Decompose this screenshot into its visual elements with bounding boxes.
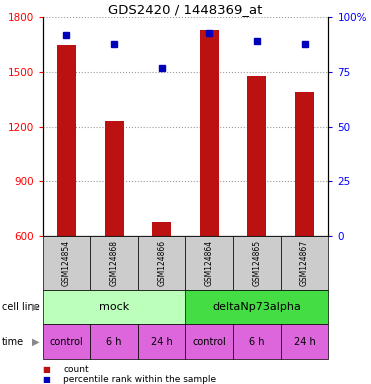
Text: count: count (63, 365, 89, 374)
Bar (90, 324, 138, 359)
Bar (281, 324, 328, 359)
Bar (43, 290, 186, 324)
Text: GSM124867: GSM124867 (300, 240, 309, 286)
Bar (138, 324, 186, 359)
Bar (43, 236, 90, 290)
Bar (186, 324, 233, 359)
Bar (105, 121, 124, 236)
Text: 24 h: 24 h (151, 337, 173, 347)
Text: time: time (2, 337, 24, 347)
Text: control: control (50, 337, 83, 347)
Text: ▶: ▶ (32, 302, 39, 312)
Text: 24 h: 24 h (294, 337, 315, 347)
Text: GSM124866: GSM124866 (157, 240, 166, 286)
Bar (138, 236, 186, 290)
Text: ■: ■ (43, 365, 50, 374)
Text: cell line: cell line (2, 302, 40, 312)
Text: ■: ■ (43, 375, 50, 384)
Title: GDS2420 / 1448369_at: GDS2420 / 1448369_at (108, 3, 263, 16)
Bar (281, 236, 328, 290)
Text: ▶: ▶ (32, 337, 39, 347)
Bar (247, 76, 266, 236)
Bar (43, 324, 90, 359)
Bar (57, 45, 76, 236)
Bar (186, 236, 233, 290)
Bar (152, 222, 171, 236)
Text: percentile rank within the sample: percentile rank within the sample (63, 375, 216, 384)
Text: GSM124864: GSM124864 (205, 240, 214, 286)
Bar (90, 236, 138, 290)
Bar (295, 92, 314, 236)
Text: GSM124854: GSM124854 (62, 240, 71, 286)
Text: mock: mock (99, 302, 129, 312)
Bar (233, 236, 281, 290)
Text: GSM124865: GSM124865 (252, 240, 262, 286)
Bar (233, 324, 281, 359)
Bar (186, 290, 328, 324)
Text: GSM124868: GSM124868 (109, 240, 119, 286)
Bar (200, 30, 219, 236)
Text: 6 h: 6 h (106, 337, 122, 347)
Text: deltaNp73alpha: deltaNp73alpha (213, 302, 301, 312)
Text: control: control (193, 337, 226, 347)
Text: 6 h: 6 h (249, 337, 265, 347)
